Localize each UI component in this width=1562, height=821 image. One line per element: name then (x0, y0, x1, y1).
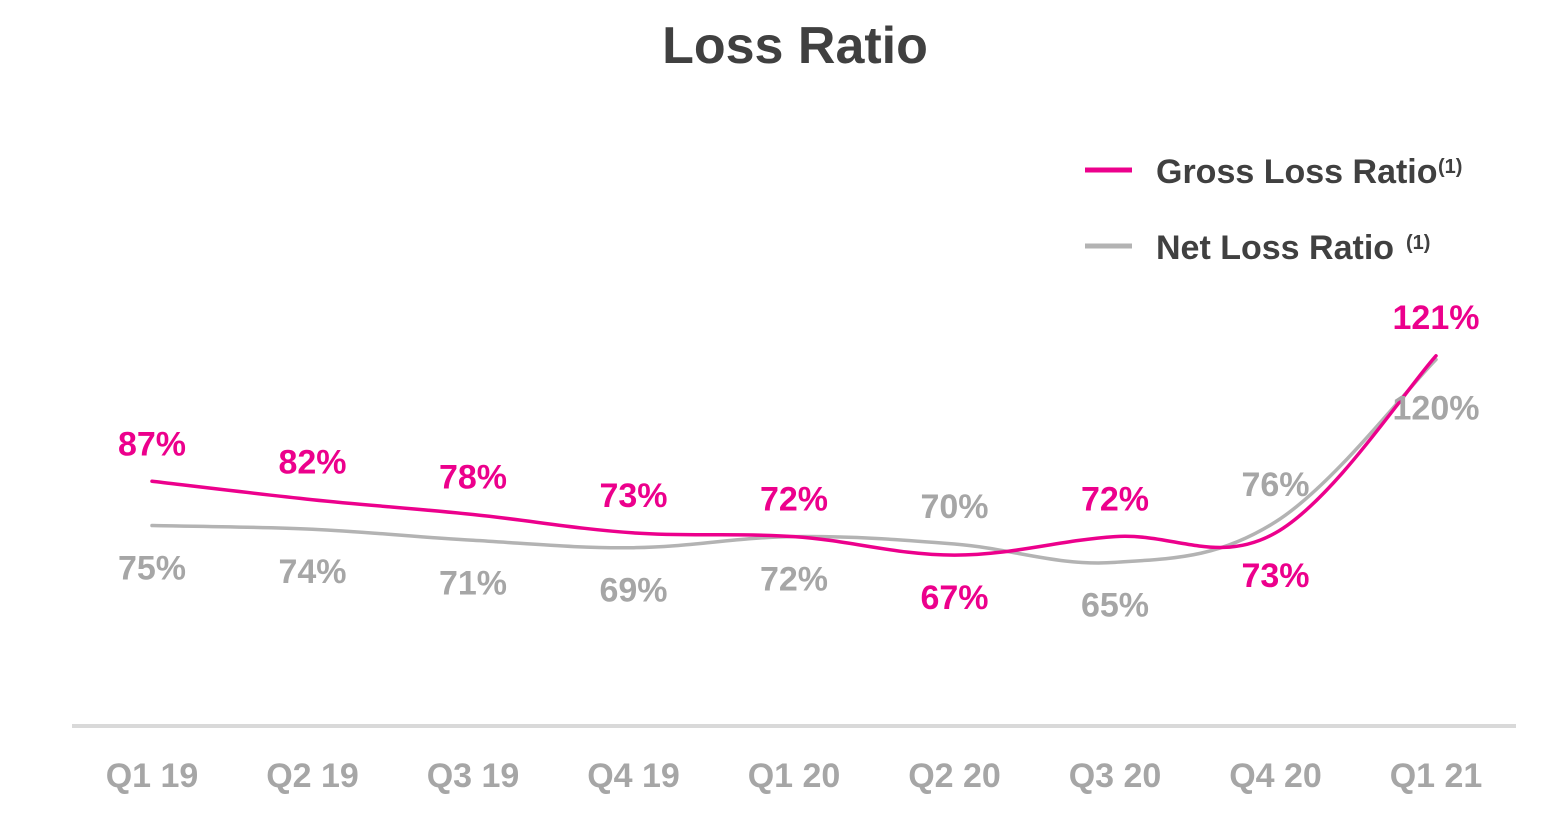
gross-data-label: 73% (599, 477, 667, 515)
legend-sup-gross: (1) (1438, 156, 1462, 178)
legend: Gross Loss Ratio (1) Net Loss Ratio (1) (1085, 153, 1462, 267)
x-tick-label: Q4 20 (1229, 757, 1322, 795)
net-data-label: 70% (920, 488, 988, 526)
net-data-label: 74% (278, 553, 346, 591)
gross-data-label: 82% (278, 444, 346, 482)
net-data-label: 76% (1241, 466, 1309, 504)
x-tick-label: Q3 20 (1069, 757, 1162, 795)
net-data-label: 71% (439, 564, 507, 602)
legend-sup-net: (1) (1406, 232, 1430, 254)
data-labels: 87% 75% 82% 74% 78% 71% 73% 69% 72% 72% 67% 70% 72% 6… (118, 299, 1480, 625)
x-tick-label: Q2 20 (908, 757, 1001, 795)
x-tick-label: Q4 19 (587, 757, 680, 795)
x-tick-label: Q3 19 (427, 757, 520, 795)
net-data-label: 65% (1081, 586, 1149, 624)
x-tick-label: Q1 21 (1390, 757, 1483, 795)
x-tick-labels: Q1 19 Q2 19 Q3 19 Q4 19 Q1 20 Q2 20 Q3 20 Q4 20… (106, 757, 1483, 795)
chart-title: Loss Ratio (662, 17, 928, 75)
net-data-label: 69% (599, 572, 667, 610)
gross-data-label: 78% (439, 458, 507, 496)
x-tick-label: Q1 19 (106, 757, 199, 795)
gross-data-label: 72% (1081, 481, 1149, 519)
gross-data-label: 67% (920, 579, 988, 617)
legend-label-gross: Gross Loss Ratio (1156, 153, 1438, 191)
net-data-label: 75% (118, 550, 186, 588)
gross-data-label: 72% (760, 481, 828, 519)
x-tick-label: Q2 19 (266, 757, 359, 795)
net-data-label: 72% (760, 561, 828, 599)
gross-data-label: 121% (1393, 299, 1480, 337)
x-tick-label: Q1 20 (748, 757, 841, 795)
gross-loss-ratio-line (150, 354, 1438, 557)
net-data-label: 120% (1393, 390, 1480, 428)
legend-label-net: Net Loss Ratio (1156, 229, 1394, 267)
series-layer (150, 354, 1438, 565)
gross-data-label: 73% (1241, 557, 1309, 595)
gross-data-label: 87% (118, 425, 186, 463)
